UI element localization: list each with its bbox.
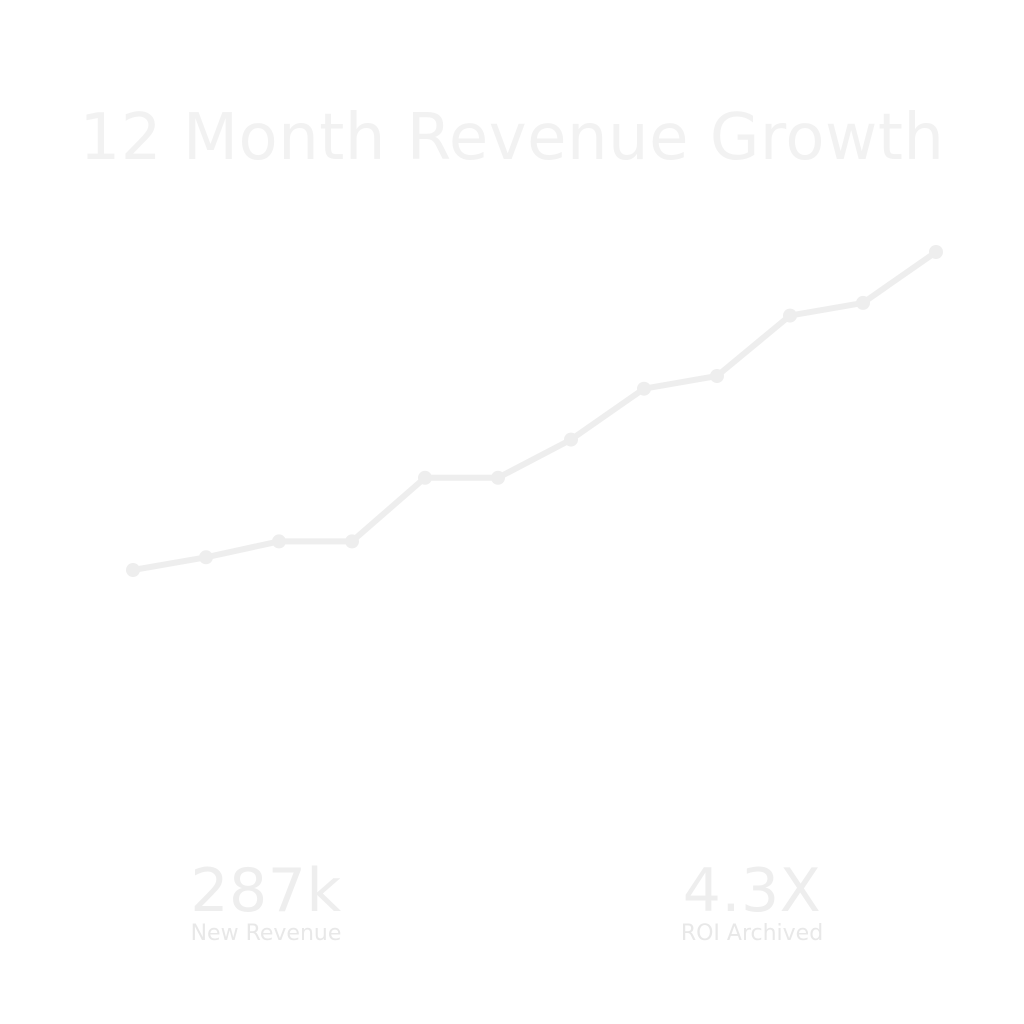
data-point-month-1 (126, 563, 140, 577)
data-point-month-4 (345, 534, 359, 549)
data-point-month-5 (418, 470, 432, 485)
data-point-month-12 (929, 245, 943, 259)
data-point-month-10 (783, 308, 797, 323)
revenue-series-line (130, 249, 939, 573)
data-point-month-9 (710, 369, 724, 383)
data-point-month-7 (564, 432, 578, 447)
stat-label: New Revenue (190, 921, 342, 946)
stat-value: 287k (190, 856, 342, 926)
data-point-month-8 (637, 381, 651, 396)
data-point-month-2 (199, 550, 213, 565)
data-point-month-3 (272, 534, 286, 549)
data-point-month-6 (491, 470, 505, 485)
chart-title: 12 Month Revenue Growth (79, 101, 945, 175)
stat-new-revenue: 287k New Revenue (116, 856, 416, 946)
stat-value: 4.3X (682, 856, 822, 926)
data-point-month-11 (856, 295, 870, 310)
stat-label: ROI Archived (680, 921, 824, 946)
stat-roi: 4.3X ROI Archived (602, 856, 902, 946)
